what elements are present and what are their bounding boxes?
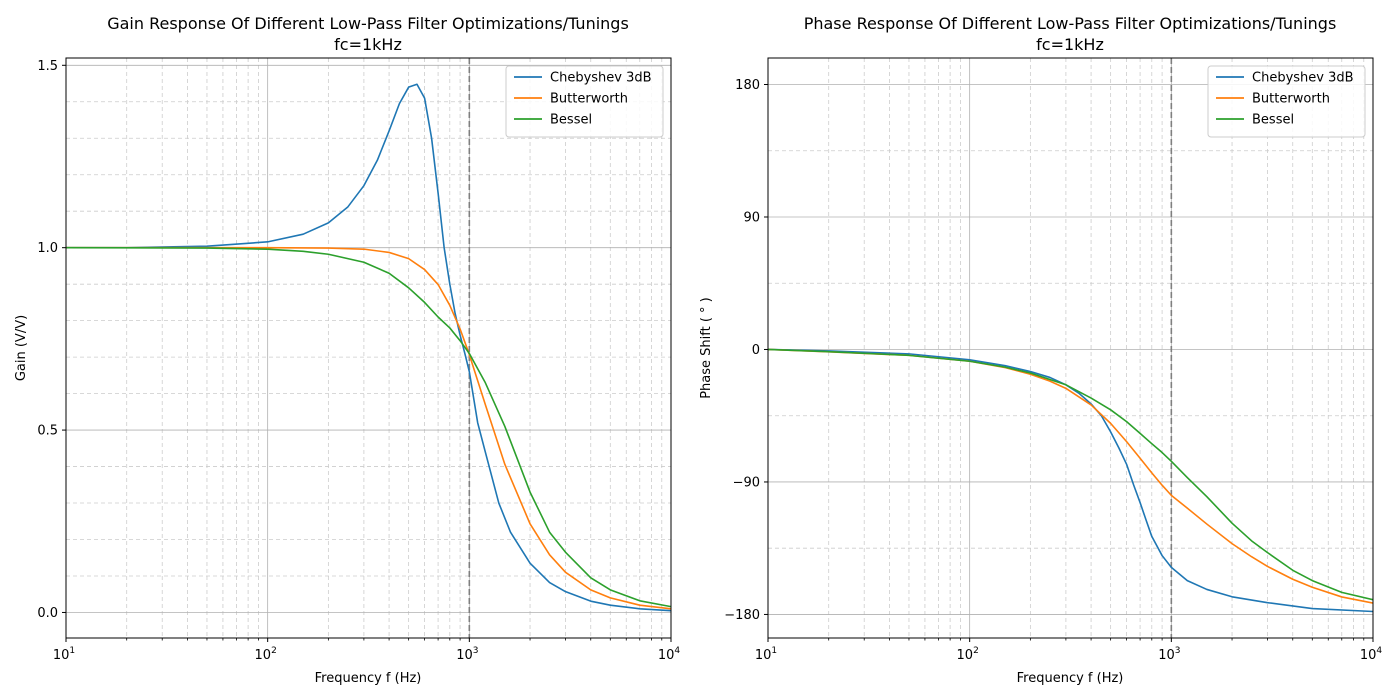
y-tick-label: 90	[743, 210, 760, 225]
x-tick-label: 102	[957, 646, 979, 663]
series-line	[66, 83, 671, 612]
y-axis-label: Gain (V/V)	[14, 315, 29, 381]
series-line	[768, 348, 1373, 601]
series-line	[66, 246, 671, 610]
plot-frame	[767, 57, 1374, 639]
x-axis-label: Frequency f (Hz)	[1017, 671, 1124, 686]
y-tick-label: −180	[724, 608, 760, 623]
legend-label: Chebyshev 3dB	[550, 71, 652, 86]
legend-label: Butterworth	[1252, 92, 1330, 107]
y-tick-label: 1.5	[37, 59, 58, 74]
legend-label: Chebyshev 3dB	[1252, 71, 1354, 86]
chart-subtitle: fc=1kHz	[334, 35, 402, 54]
y-tick-label: 1.0	[37, 241, 58, 256]
gain-chart: Gain Response Of Different Low-Pass Filt…	[14, 14, 680, 686]
chart-title: Gain Response Of Different Low-Pass Filt…	[107, 14, 629, 33]
series-line	[66, 246, 671, 608]
legend-label: Bessel	[550, 113, 592, 128]
legend-box	[1207, 65, 1366, 138]
chart-subtitle: fc=1kHz	[1036, 35, 1104, 54]
chart-title: Phase Response Of Different Low-Pass Fil…	[804, 14, 1337, 33]
x-tick-label: 103	[1158, 646, 1180, 663]
x-tick-label: 101	[755, 646, 777, 663]
phase-chart: Phase Response Of Different Low-Pass Fil…	[699, 14, 1382, 686]
y-tick-label: 0.0	[37, 606, 58, 621]
x-tick-label: 103	[456, 646, 478, 663]
plot-frame	[65, 57, 672, 639]
y-tick-label: 180	[735, 78, 760, 93]
x-tick-label: 102	[255, 646, 277, 663]
y-axis-label: Phase Shift ( ° )	[699, 297, 714, 399]
legend-label: Bessel	[1252, 113, 1294, 128]
legend-box	[505, 65, 664, 138]
y-tick-label: 0.5	[37, 424, 58, 439]
y-tick-label: −90	[733, 475, 760, 490]
x-tick-label: 101	[53, 646, 75, 663]
x-tick-label: 104	[658, 646, 681, 663]
y-tick-label: 0	[752, 343, 760, 358]
x-axis-label: Frequency f (Hz)	[315, 671, 422, 686]
series-line	[768, 348, 1373, 613]
x-tick-label: 104	[1360, 646, 1383, 663]
legend-label: Butterworth	[550, 92, 628, 107]
